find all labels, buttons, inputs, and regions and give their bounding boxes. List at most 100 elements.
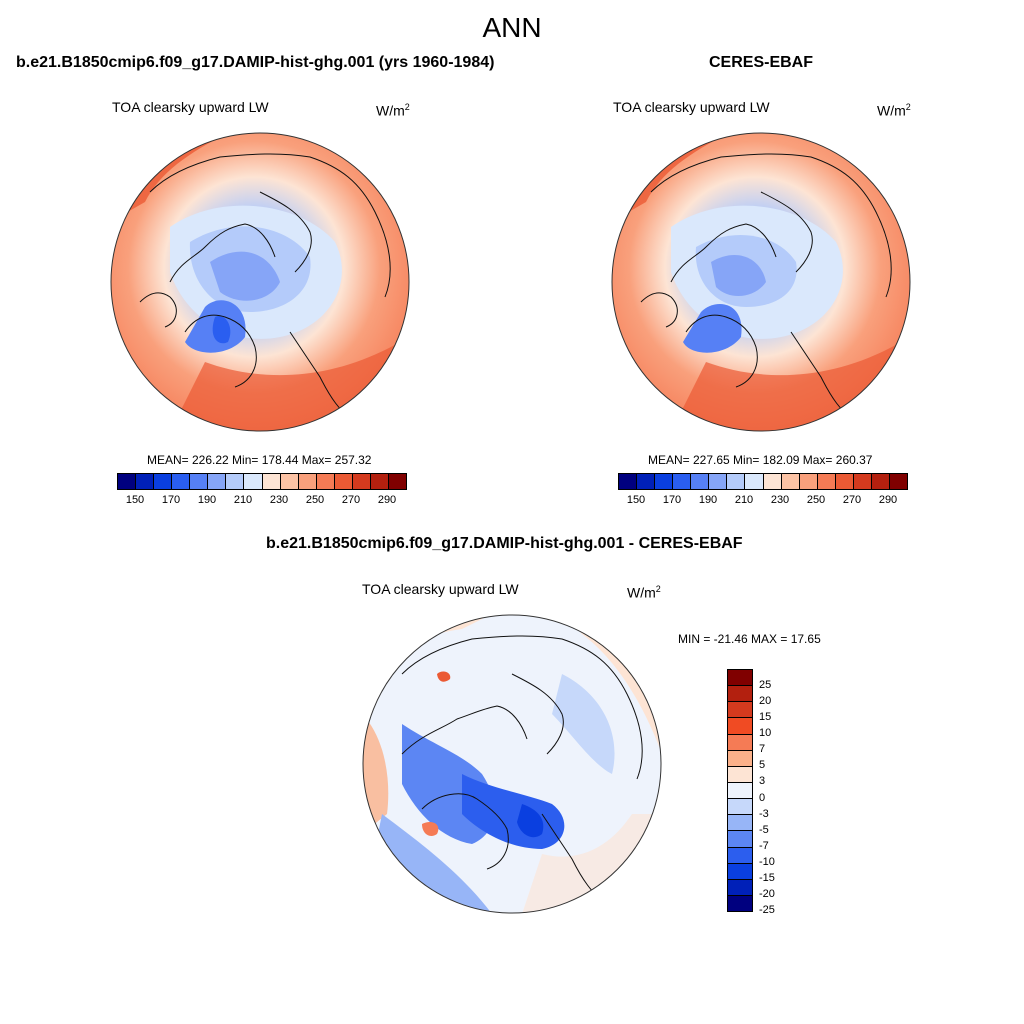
panel-1-units: W/m2 [376,102,410,119]
colorbar-swatch [745,474,764,489]
colorbar-tick-label: 170 [161,494,181,506]
colorbar-swatch [728,766,752,783]
panel-1-stats: MEAN= 226.22 Min= 178.44 Max= 257.32 [147,453,372,467]
colorbar-swatch [728,702,752,719]
colorbar-swatch [728,815,752,832]
colorbar-swatch [728,799,752,816]
colorbar-swatch [728,879,752,896]
colorbar-tick-label: 10 [759,727,772,740]
colorbar-tick-label: 270 [842,494,862,506]
colorbar-swatch [226,474,245,489]
colorbar-swatch [190,474,209,489]
panel-3-case-title: b.e21.B1850cmip6.f09_g17.DAMIP-hist-ghg.… [266,535,743,552]
colorbar-tick-label: 3 [759,775,766,788]
colorbar-tick-label: -5 [759,823,769,836]
colorbar-tick-label: 150 [626,494,646,506]
colorbar-tick-label: 20 [759,695,772,708]
colorbar-swatch [298,474,317,489]
colorbar-swatch [262,474,281,489]
colorbar-swatch [817,474,836,489]
colorbar-tick-label: 150 [125,494,145,506]
colorbar-swatch [352,474,371,489]
panel-1-variable: TOA clearsky upward LW [112,99,269,115]
colorbar-tick-label: 250 [305,494,325,506]
colorbar-swatch [655,474,674,489]
colorbar-tick-label: 290 [878,494,898,506]
panel-1-case-title: b.e21.B1850cmip6.f09_g17.DAMIP-hist-ghg.… [16,54,495,71]
panel-1-colorbar-ticks: 150 170 190 210 230 250 270 290 [117,494,405,508]
panel-3-stats: MIN = -21.46 MAX = 17.65 [678,632,821,646]
panel-3-colorbar-ticks: 25 20 15 10 7 5 3 0 -3 -5 -7 -10 -15 -20 -25 [759,669,799,916]
colorbar-swatch [889,474,907,489]
colorbar-swatch [136,474,155,489]
colorbar-swatch [728,686,752,703]
colorbar-swatch [763,474,782,489]
colorbar-swatch [799,474,818,489]
colorbar-swatch [154,474,173,489]
colorbar-swatch [691,474,710,489]
colorbar-swatch [637,474,656,489]
colorbar-swatch [208,474,227,489]
colorbar-tick-label: -10 [759,855,775,868]
colorbar-swatch [728,831,752,848]
colorbar-tick-label: 15 [759,711,772,724]
colorbar-tick-label: 190 [197,494,217,506]
colorbar-tick-label: 230 [770,494,790,506]
colorbar-swatch [728,718,752,735]
colorbar-tick-label: 230 [269,494,289,506]
colorbar-tick-label: -7 [759,839,769,852]
colorbar-swatch [727,474,746,489]
colorbar-tick-label: 250 [806,494,826,506]
panel-2-colorbar [618,473,908,490]
colorbar-tick-label: 290 [377,494,397,506]
colorbar-swatch [728,782,752,800]
colorbar-swatch [728,670,752,687]
colorbar-tick-label: 190 [698,494,718,506]
panel-3-units: W/m2 [627,584,661,601]
figure-title: ANN [482,12,542,43]
panel-2-units: W/m2 [877,102,911,119]
panel-3-variable: TOA clearsky upward LW [362,581,519,597]
colorbar-tick-label: 210 [233,494,253,506]
colorbar-swatch [370,474,389,489]
panel-2-case-title: CERES-EBAF [709,54,814,71]
panel-3-colorbar [727,669,753,912]
colorbar-swatch [334,474,353,489]
colorbar-swatch [728,847,752,864]
colorbar-swatch [835,474,854,489]
colorbar-swatch [728,895,752,912]
colorbar-tick-label: 25 [759,679,772,692]
colorbar-swatch [728,863,752,880]
colorbar-swatch [280,474,299,489]
colorbar-tick-label: 7 [759,743,766,756]
panel-2-colorbar-ticks: 150 170 190 210 230 250 270 290 [618,494,906,508]
colorbar-swatch [781,474,800,489]
colorbar-tick-label: -3 [759,807,769,820]
colorbar-tick-label: 5 [759,759,766,772]
colorbar-swatch [619,474,638,489]
panel-1-colorbar [117,473,407,490]
colorbar-swatch [244,474,263,489]
colorbar-tick-label: -15 [759,871,775,884]
colorbar-tick-label: -25 [759,904,775,916]
colorbar-tick-label: 210 [734,494,754,506]
colorbar-tick-label: 0 [759,791,766,804]
colorbar-swatch [118,474,137,489]
colorbar-swatch [853,474,872,489]
panel-2-stats: MEAN= 227.65 Min= 182.09 Max= 260.37 [648,453,873,467]
colorbar-swatch [709,474,728,489]
colorbar-swatch [728,750,752,767]
colorbar-swatch [728,734,752,751]
colorbar-tick-label: 170 [662,494,682,506]
colorbar-swatch [172,474,191,489]
colorbar-tick-label: -20 [759,887,775,900]
panel-3-polar-map [362,614,662,914]
colorbar-swatch [673,474,692,489]
colorbar-swatch [316,474,335,489]
panel-2-polar-map [611,132,911,432]
panel-1-polar-map [110,132,410,432]
colorbar-tick-label: 270 [341,494,361,506]
colorbar-swatch [871,474,890,489]
colorbar-swatch [388,474,406,489]
panel-2-variable: TOA clearsky upward LW [613,99,770,115]
